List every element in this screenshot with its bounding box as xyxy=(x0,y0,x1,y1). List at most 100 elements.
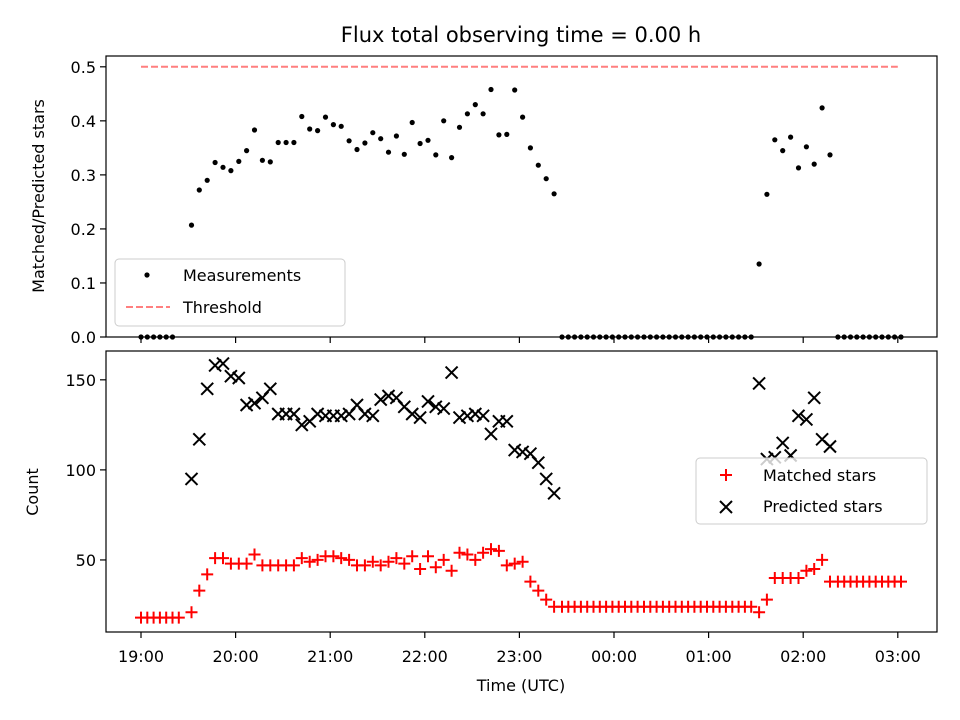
x-tick-label: 21:00 xyxy=(307,647,353,666)
predicted-star-point xyxy=(200,382,214,396)
predicted-star-point xyxy=(216,356,230,371)
measurement-point xyxy=(433,152,439,158)
measurement-point xyxy=(772,137,778,143)
predicted-star-point xyxy=(421,394,435,409)
matched-star-point xyxy=(248,548,261,561)
predicted-star-point xyxy=(531,455,546,470)
matched-star-point xyxy=(295,552,308,565)
measurement-point xyxy=(472,102,478,108)
measurement-point xyxy=(315,128,321,134)
matched-star-point xyxy=(193,584,206,597)
measurement-point xyxy=(354,146,360,153)
measurement-point xyxy=(322,114,329,120)
predicted-star-point xyxy=(452,410,467,425)
matched-star-point xyxy=(477,546,490,559)
count-marks xyxy=(135,356,907,624)
measurement-point xyxy=(338,123,344,129)
legend-measurements-marker xyxy=(144,272,150,278)
ratio-y-axis-label: Matched/Predicted stars xyxy=(29,99,48,293)
measurement-point xyxy=(307,126,313,132)
count-y-axis-label: Count xyxy=(23,468,42,516)
count-y-ticks: 50 100 150 xyxy=(65,371,106,570)
count-y-tick-label: 150 xyxy=(65,371,96,390)
matched-star-point xyxy=(311,553,324,566)
measurement-point xyxy=(764,191,770,197)
matched-star-point xyxy=(760,593,773,606)
predicted-star-point xyxy=(381,389,396,403)
predicted-star-point xyxy=(436,401,451,416)
predicted-star-point xyxy=(310,407,325,421)
predicted-star-point xyxy=(429,400,443,414)
predicted-star-point xyxy=(444,365,459,380)
measurement-point xyxy=(480,111,486,117)
measurement-point xyxy=(535,162,541,168)
matched-star-point xyxy=(287,559,300,572)
measurement-point xyxy=(756,261,762,267)
predicted-star-point xyxy=(515,445,530,459)
matched-star-point xyxy=(445,564,458,577)
matched-star-point xyxy=(453,546,466,559)
measurement-point xyxy=(393,133,399,139)
measurement-point xyxy=(196,187,202,193)
matched-star-point xyxy=(335,552,348,565)
matched-star-point xyxy=(469,553,482,566)
matched-star-point xyxy=(374,559,387,572)
measurement-point xyxy=(409,119,415,126)
measurement-point xyxy=(819,105,825,111)
matched-star-point xyxy=(366,555,379,568)
x-tick-label: 00:00 xyxy=(591,647,637,666)
x-tick-label: 19:00 xyxy=(118,647,164,666)
matched-star-point xyxy=(792,572,805,584)
predicted-star-point xyxy=(247,396,262,410)
matched-star-point xyxy=(808,563,821,575)
matched-star-point xyxy=(398,557,411,570)
predicted-star-point xyxy=(468,407,483,421)
predicted-star-point xyxy=(208,358,222,373)
measurement-point xyxy=(291,139,297,146)
matched-star-point xyxy=(240,557,253,570)
x-tick-label: 23:00 xyxy=(496,647,542,666)
matched-star-point xyxy=(516,555,529,568)
matched-star-point xyxy=(816,553,829,566)
measurement-point xyxy=(370,130,376,136)
measurement-point xyxy=(803,144,810,150)
matched-star-point xyxy=(201,568,214,581)
matched-star-point xyxy=(485,543,497,556)
measurement-point xyxy=(512,87,518,93)
measurement-point xyxy=(441,118,447,124)
measurement-point xyxy=(496,132,502,138)
legend-predicted-marker xyxy=(719,500,733,514)
matched-star-point xyxy=(390,552,403,565)
x-tick-label: 02:00 xyxy=(780,647,826,666)
measurement-point xyxy=(520,114,526,120)
measurement-point xyxy=(204,177,210,183)
matched-star-point xyxy=(540,593,553,606)
ratio-panel: 0.0 0.1 0.2 0.3 0.4 0.5 Matched/Predicted sta… xyxy=(29,55,938,347)
matched-star-point xyxy=(414,563,427,575)
predicted-star-point xyxy=(373,392,388,407)
legend-measurements-label: Measurements xyxy=(183,266,301,285)
matched-star-point xyxy=(382,555,395,568)
predicted-star-point xyxy=(507,443,522,457)
matched-star-point xyxy=(172,611,185,624)
measurement-point xyxy=(464,111,470,117)
ratio-plot-frame xyxy=(105,55,938,338)
legend-matched-label: Matched stars xyxy=(763,466,876,485)
measurement-point xyxy=(362,140,368,146)
x-axis-label: Time (UTC) xyxy=(476,676,565,695)
measurement-point xyxy=(236,158,242,164)
matched-star-point xyxy=(524,575,537,588)
x-tick-label: 03:00 xyxy=(875,647,921,666)
predicted-star-point xyxy=(460,409,475,423)
count-legend-box xyxy=(695,457,928,525)
legend-predicted-label: Predicted stars xyxy=(763,497,883,516)
predicted-star-point xyxy=(295,418,309,432)
predicted-star-point xyxy=(791,409,806,423)
matched-star-point xyxy=(358,559,371,572)
measurement-point xyxy=(456,124,463,130)
legend-matched-marker xyxy=(720,469,732,481)
count-plot-frame xyxy=(105,350,938,633)
predicted-star-point xyxy=(547,486,561,501)
measurement-point xyxy=(527,145,534,151)
predicted-star-point xyxy=(500,414,514,429)
